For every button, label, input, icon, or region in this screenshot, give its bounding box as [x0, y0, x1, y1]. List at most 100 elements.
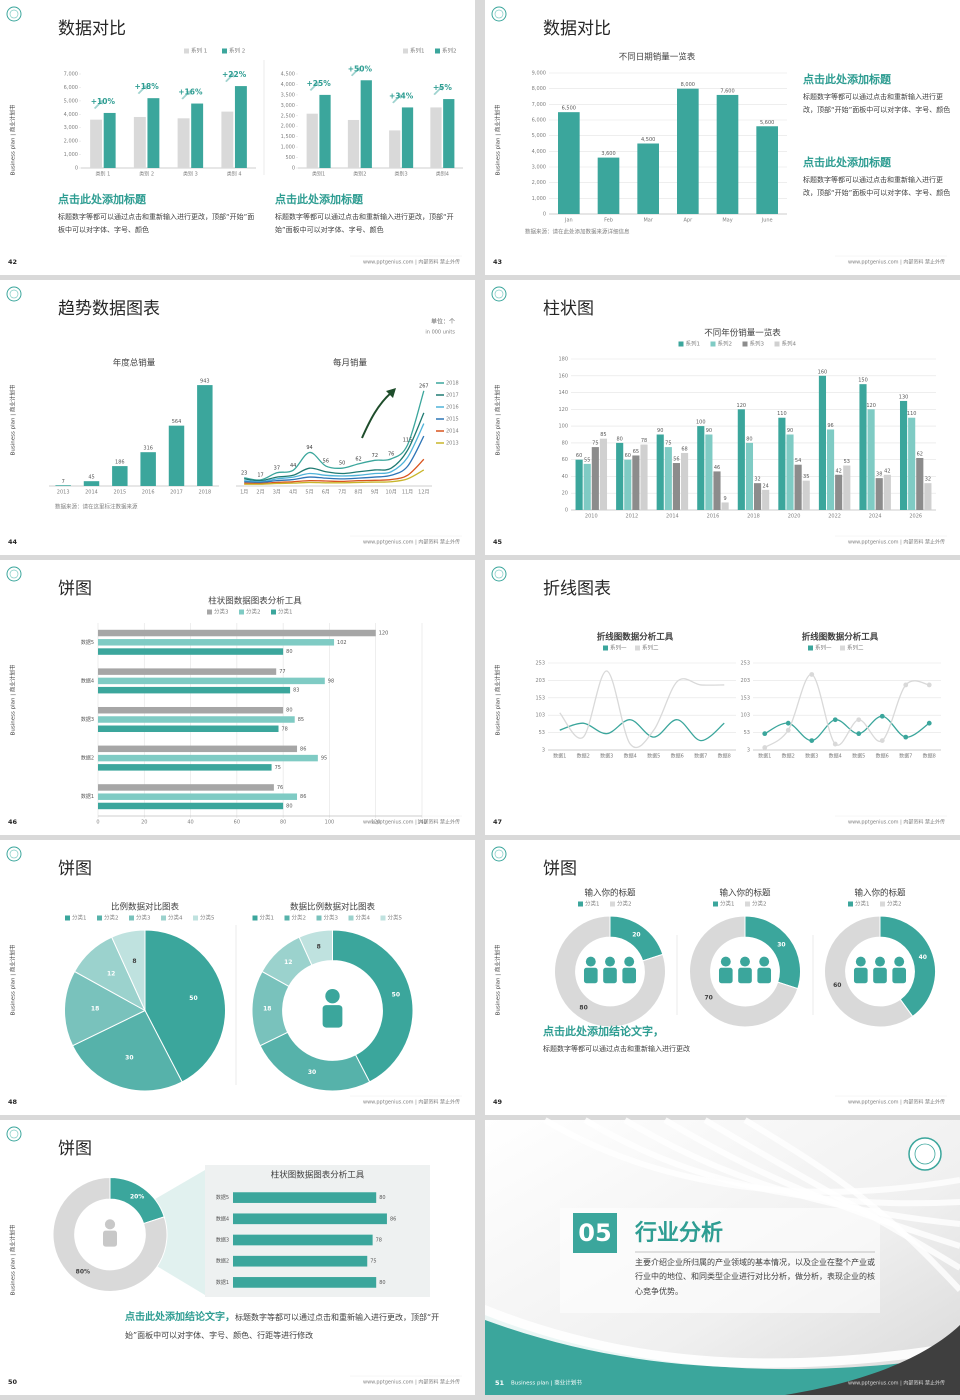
value-label: 8 — [132, 958, 136, 965]
value-label: 80 — [286, 708, 292, 714]
legend-swatch — [742, 341, 748, 347]
annotation: +25% — [307, 79, 332, 88]
legend-label: 分类3 — [214, 608, 229, 616]
x-tick-label: 类别4 — [436, 171, 449, 178]
bar — [98, 764, 272, 771]
y-tick-label: 100 — [558, 424, 568, 430]
annotation-arrow — [392, 94, 402, 104]
side-label: Business plan | 商业计划书 — [9, 384, 17, 455]
icon — [624, 956, 635, 967]
bar — [233, 1234, 373, 1246]
side-label: Business plan | 商业计划书 — [9, 1224, 17, 1295]
text-body: 标题数字等都可以通过点击和重新输入进行更改，顶部“开始”面板中可以对字体、字号、… — [275, 213, 454, 234]
value-label: 68 — [681, 446, 687, 452]
line — [559, 670, 725, 749]
value-label: 42 — [884, 468, 890, 474]
x-tick-label: 2012 — [625, 514, 638, 520]
bar — [737, 409, 745, 510]
bar — [859, 384, 867, 510]
y-tick-label: 203 — [740, 678, 750, 684]
side-label: Business plan | 商业计划书 — [494, 384, 502, 455]
value-label: 44 — [290, 463, 296, 469]
value-label: 32 — [925, 477, 931, 483]
annotation: +34% — [389, 91, 414, 100]
y-tick-label: 6,000 — [64, 85, 78, 91]
slice — [824, 915, 914, 1028]
legend-label: 分类2 — [617, 900, 632, 908]
bar — [98, 802, 284, 810]
bar — [98, 716, 295, 723]
slide-title: 数据对比 — [58, 19, 126, 39]
bar — [753, 483, 762, 510]
value-label: 42 — [835, 468, 841, 474]
x-tick-label: 140 — [417, 820, 427, 826]
bar — [713, 471, 721, 510]
slide: 饼图 Business plan | 商业计划书 49 www.pptgenius.c… — [485, 840, 960, 1115]
value-label: 8 — [317, 943, 321, 950]
legend-swatch — [222, 48, 227, 54]
page-number: 44 — [8, 538, 18, 546]
value-label: 90 — [657, 428, 663, 434]
value-label: 80 — [379, 1195, 385, 1201]
icon — [738, 967, 752, 984]
y-tick-label: 1,000 — [64, 152, 78, 158]
bar — [756, 126, 778, 214]
value-label: 77 — [279, 669, 285, 675]
icon — [720, 956, 731, 967]
footer: www.pptgenius.com | 内部资料 禁止外传 — [848, 539, 945, 546]
footer: www.pptgenius.com | 内部资料 禁止外传 — [848, 819, 945, 826]
line — [244, 469, 425, 485]
legend-swatch — [65, 915, 70, 921]
bar — [835, 474, 843, 510]
bar — [233, 1277, 377, 1288]
value-label: 78 — [376, 1238, 382, 1244]
legend-label: 系列2 — [442, 47, 457, 55]
x-tick-label: 数据4 — [624, 753, 637, 760]
slice — [64, 970, 147, 1047]
swoosh-white — [485, 1305, 960, 1368]
marker — [762, 731, 768, 737]
bar — [197, 385, 213, 486]
value-label: 30 — [777, 942, 785, 949]
bar — [233, 1213, 387, 1225]
x-tick-label: 7月 — [338, 490, 346, 496]
value-label: 102 — [337, 640, 347, 646]
text-block: 点击此处添加结论文字， 标题数字等都可以通过点击和重新输入进行更改 — [543, 1025, 690, 1054]
y-tick-label: 103 — [740, 713, 750, 719]
legend-swatch — [745, 901, 750, 907]
x-tick-label: 类别 3 — [183, 171, 198, 178]
logo — [6, 6, 22, 22]
y-tick-label: 1,500 — [281, 134, 295, 140]
trend-arrow — [361, 391, 393, 439]
line — [244, 412, 425, 482]
x-tick-label: 0 — [96, 820, 99, 826]
value-label: 78 — [641, 438, 647, 444]
bar — [191, 103, 204, 168]
value-label: 80 — [616, 436, 622, 442]
icon — [759, 956, 770, 967]
line — [244, 435, 425, 484]
bar — [98, 648, 284, 655]
bar — [721, 502, 729, 510]
text-body: 标题数字等都可以通过点击和重新输入进行更改 — [543, 1045, 690, 1054]
bar — [826, 429, 835, 510]
marker — [856, 731, 862, 737]
y-tick-label: 120 — [558, 407, 568, 413]
y-tick-label: 3 — [542, 748, 545, 754]
logo — [491, 566, 507, 582]
page-number: 48 — [8, 1098, 18, 1106]
bar — [875, 478, 883, 510]
legend-swatch — [316, 915, 322, 921]
value-label: 80 — [579, 1004, 587, 1011]
legend-label: 2017 — [446, 393, 459, 399]
legend-label: 系列4 — [782, 340, 797, 348]
bar — [83, 481, 100, 486]
legend-label: 分类1 — [278, 608, 293, 616]
legend-swatch — [435, 48, 440, 54]
value-label: 9 — [724, 496, 727, 502]
value-label: 75 — [665, 441, 671, 447]
legend-label: 分类2 — [292, 914, 307, 922]
